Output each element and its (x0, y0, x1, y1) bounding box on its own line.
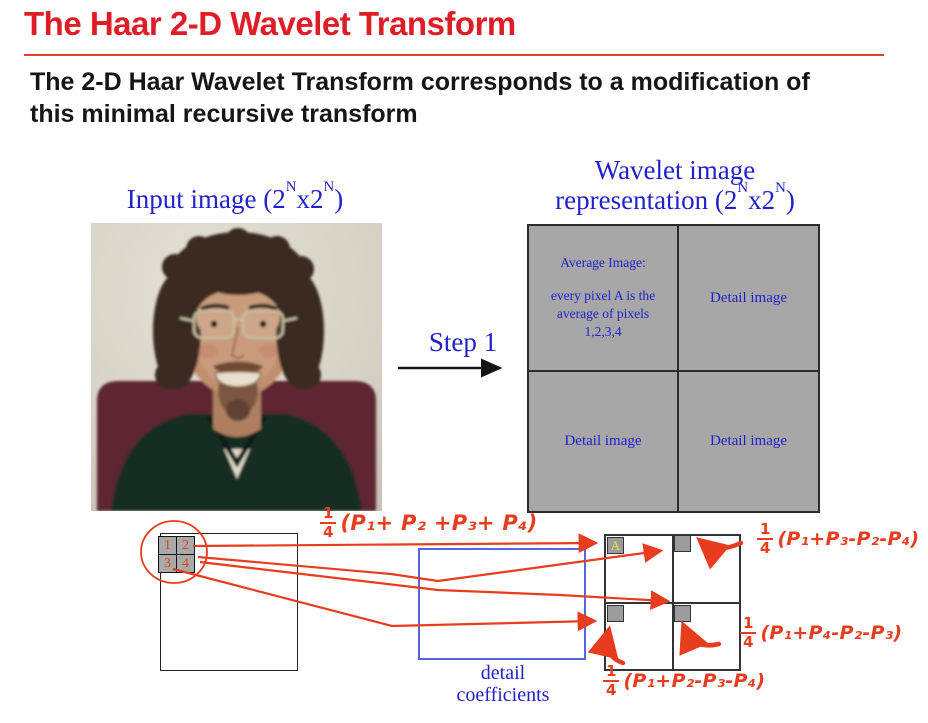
subtitle: The 2-D Haar Wavelet Transform correspon… (30, 66, 810, 130)
result-horizontal-divider (606, 602, 739, 604)
average-line-2: average of pixels (556, 305, 650, 321)
pixel-block: 1 2 3 4 (158, 536, 195, 573)
quadrant-detail-top-right: Detail image (679, 226, 818, 370)
detail-image-label: Detail image (709, 289, 788, 306)
average-title: Average Image: (560, 254, 646, 270)
fraction-numerator: 1 (760, 520, 771, 538)
input-label-text: Input image (2 (126, 184, 286, 214)
detail-coefficients-label: detail coefficients (408, 662, 598, 707)
title-underline (24, 54, 884, 56)
pixel-cell-4: 4 (177, 555, 194, 572)
detail-coefficients-box (418, 548, 586, 660)
pixel-cell-2: 2 (177, 537, 194, 554)
detail-marker-bottom-left (607, 605, 624, 622)
wavelet-label-line1: Wavelet image (594, 155, 756, 185)
wavelet-label-line2: representation (2Nx2N) (523, 180, 827, 216)
formula-expression: (P₁+ P₂ +P₃+ P₄) (340, 511, 538, 535)
pixel-cell-1: 1 (159, 537, 176, 554)
subtitle-line-1: The 2-D Haar Wavelet Transform correspon… (30, 68, 810, 96)
input-photo (91, 223, 382, 511)
wavelet-label-sup2: N (775, 180, 786, 197)
subtitle-line-2: this minimal recursive transform (30, 100, 418, 128)
wavelet-label-sup1: N (737, 180, 749, 197)
input-label-post: ) (334, 184, 344, 214)
fraction-denominator: 4 (320, 522, 337, 540)
average-line-3: 1,2,3,4 (584, 324, 622, 340)
fraction-numerator: 1 (323, 504, 334, 522)
detail-marker-top-right (674, 535, 691, 552)
fraction-numerator: 1 (743, 614, 754, 632)
wavelet-grid: Average Image: every pixel A is the aver… (527, 224, 820, 513)
input-label-mid: x2 (296, 184, 324, 214)
formula-expression: (P₁+P₄-P₂-P₃) (760, 622, 903, 644)
fraction-denominator: 4 (757, 538, 774, 556)
wavelet-label-text: representation (2 (555, 184, 738, 215)
average-pixel-marker: A (607, 537, 624, 554)
wavelet-result-square: A (604, 534, 741, 671)
wavelet-label-mid: x2 (748, 184, 776, 215)
input-label-sup2: N (323, 179, 335, 196)
detail-image-label: Detail image (709, 433, 788, 449)
detail-image-label: Detail image (564, 433, 642, 449)
step-label: Step 1 (428, 327, 498, 357)
detail-marker-bottom-right (674, 605, 691, 622)
input-label-sup1: N (285, 179, 297, 196)
quadrant-detail-bottom-right: Detail image (679, 372, 818, 511)
quadrant-detail-bottom-left: Detail image (529, 372, 677, 511)
detail-coefficients-line2: coefficients (456, 684, 550, 707)
page-title: The Haar 2-D Wavelet Transform (24, 5, 516, 42)
wavelet-representation-label: Wavelet image representation (2Nx2N) (523, 155, 827, 216)
fraction-numerator: 1 (606, 662, 617, 680)
fraction-denominator: 4 (740, 632, 757, 650)
detail-coefficients-line1: detail (480, 662, 526, 684)
pixel-cell-3: 3 (159, 555, 176, 572)
wavelet-label-post: ) (785, 184, 795, 215)
formula-expression: (P₁+P₃-P₂-P₄) (777, 528, 920, 550)
quadrant-average: Average Image: every pixel A is the aver… (529, 226, 677, 370)
formula-expression: (P₁+P₂-P₃-P₄) (623, 670, 766, 692)
fraction-denominator: 4 (603, 680, 620, 698)
input-image-label: Input image (2Nx2N) (100, 179, 370, 215)
average-line-1: every pixel A is the (550, 287, 656, 303)
